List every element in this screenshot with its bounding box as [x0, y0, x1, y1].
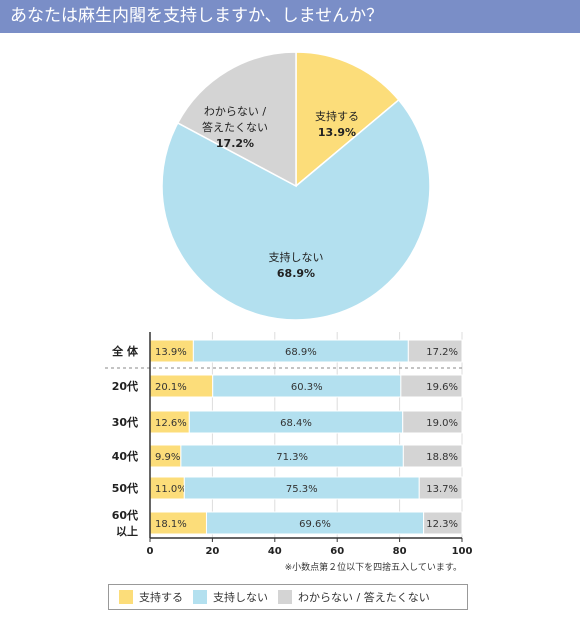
pie-slice-name-1: 支持しない: [269, 250, 324, 264]
chart-legend: 支持する 支持しない わからない / 答えたくない: [108, 584, 468, 610]
category-label: 40代: [112, 449, 138, 463]
category-label: 30代: [112, 415, 138, 429]
category-label: 60代: [112, 508, 138, 522]
rounding-note: ※小数点第２位以下を四捨五入しています。: [285, 561, 462, 573]
x-tick-label: 60: [330, 546, 344, 557]
bar-segment: [423, 511, 463, 535]
bar-value-label: 68.9%: [285, 347, 317, 358]
x-tick-label: 0: [147, 546, 154, 557]
bar-value-label: 12.6%: [155, 418, 187, 429]
bar-value-label: 19.0%: [426, 418, 458, 429]
stacked-bar-chart: 13.9% 68.9% 17.2% 全 体 20.1% 60.3% 19.6% 20代 12.6…: [105, 332, 473, 573]
bar-value-label: 18.8%: [426, 452, 458, 463]
legend-item: わからない / 答えたくない: [278, 589, 430, 605]
legend-label: わからない / 答えたくない: [298, 591, 430, 604]
pie-chart: 支持する 13.9% 支持しない 68.9% わからない / 答えたくない 17.2%: [161, 51, 431, 321]
category-label: 20代: [112, 379, 138, 393]
pie-slice-value-0: 13.9%: [318, 126, 356, 139]
legend-label: 支持しない: [213, 591, 268, 604]
bar-value-label: 19.6%: [426, 382, 458, 393]
bar-value-label: 17.2%: [426, 347, 458, 358]
category-label: 全 体: [111, 344, 139, 358]
bar-segment: [402, 444, 463, 468]
bar-value-label: 13.9%: [155, 347, 187, 358]
pie-slice-0: [295, 51, 400, 188]
bar-segment: [418, 476, 463, 500]
x-tick-label: 100: [452, 546, 473, 557]
bar-value-label: 20.1%: [155, 382, 187, 393]
bar-value-label: 71.3%: [276, 452, 308, 463]
bar-value-label: 13.7%: [426, 484, 458, 495]
category-label: 以上: [116, 524, 138, 538]
plot-area: [150, 332, 462, 538]
bar-value-label: 12.3%: [426, 519, 458, 530]
pie-slice-name-2: 答えたくない: [202, 120, 268, 134]
legend-swatch: [119, 590, 133, 604]
bar-segment: [407, 339, 463, 363]
pie-slice-value-2: 17.2%: [216, 137, 254, 150]
legend-item: 支持する: [119, 589, 183, 605]
pie-slice-2: [176, 51, 297, 188]
legend-label: 支持する: [139, 591, 183, 604]
bar-value-label: 60.3%: [291, 382, 323, 393]
bar-value-label: 69.6%: [299, 519, 331, 530]
x-tick-label: 80: [393, 546, 407, 557]
bar-segment: [400, 374, 463, 398]
bar-value-label: 11.0%: [155, 484, 187, 495]
pie-slice-value-1: 68.9%: [277, 267, 315, 280]
page-title: あなたは麻生内閣を支持しますか、しませんか？: [0, 0, 580, 33]
bar-value-label: 18.1%: [155, 519, 187, 530]
bar-value-label: 68.4%: [280, 418, 312, 429]
bar-segment: [402, 410, 463, 434]
legend-item: 支持しない: [193, 589, 268, 605]
bar-value-label: 75.3%: [286, 484, 318, 495]
pie-slice-name-2: わからない /: [204, 105, 266, 118]
legend-swatch: [193, 590, 207, 604]
pie-slice-1: [161, 98, 431, 321]
x-tick-label: 40: [268, 546, 282, 557]
category-label: 50代: [112, 481, 138, 495]
bar-value-label: 9.9%: [155, 452, 180, 463]
x-tick-label: 20: [205, 546, 219, 557]
pie-slice-name-0: 支持する: [315, 109, 359, 123]
legend-swatch: [278, 590, 292, 604]
